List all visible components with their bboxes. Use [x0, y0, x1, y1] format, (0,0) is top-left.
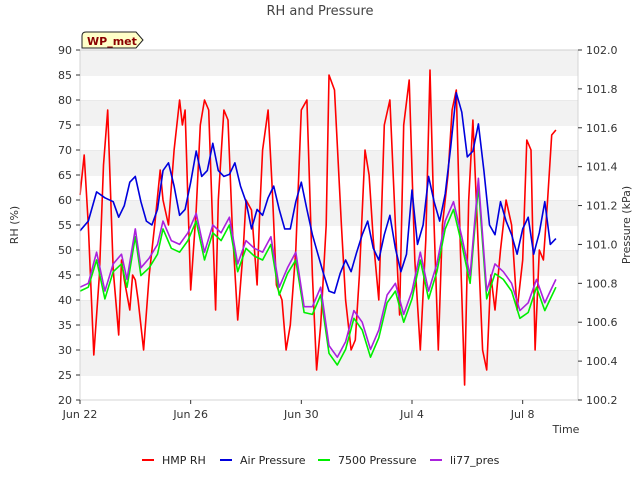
y-left-tick-label: 80 [58, 94, 72, 107]
series-lines [79, 69, 557, 386]
y-left-tick-label: 75 [58, 119, 72, 132]
legend-label: Air Pressure [240, 454, 306, 467]
axis-ticks: 20 25 30 35 40 45 50 55 60 65 70 75 80 85 90 100.2 100.4… [58, 44, 618, 421]
x-tick-label: Jun 26 [172, 408, 208, 421]
series-line-hmp-rh [79, 69, 557, 386]
grid-band [80, 50, 578, 75]
legend-label: HMP RH [162, 454, 206, 467]
grid-band [80, 150, 578, 175]
legend-label: li77_pres [450, 454, 500, 467]
y-left-tick-label: 55 [58, 219, 72, 232]
y-left-tick-label: 50 [58, 244, 72, 257]
y-right-tick-label: 100.6 [586, 316, 618, 329]
y-axis-right-label: Pressure (kPa) [620, 186, 633, 264]
chart-title: RH and Pressure [266, 4, 373, 19]
x-tick-label: Jun 22 [62, 408, 98, 421]
y-left-tick-label: 45 [58, 269, 72, 282]
grid-band [80, 125, 578, 150]
legend: HMP RH Air Pressure 7500 Pressure li77_pres [142, 454, 500, 467]
y-left-tick-label: 25 [58, 369, 72, 382]
y-left-tick-label: 35 [58, 319, 72, 332]
badge-label: WP_met [87, 35, 137, 48]
legend-label: 7500 Pressure [338, 454, 417, 467]
y-left-tick-label: 60 [58, 194, 72, 207]
y-right-tick-label: 101.2 [586, 200, 618, 213]
x-tick-label: Jul 8 [510, 408, 535, 421]
y-left-tick-label: 70 [58, 144, 72, 157]
x-tick-label: Jun 30 [283, 408, 319, 421]
grid-band [80, 300, 578, 325]
y-right-tick-label: 100.4 [586, 355, 618, 368]
x-axis-label: Time [552, 423, 580, 436]
y-left-tick-label: 90 [58, 44, 72, 57]
y-left-tick-label: 40 [58, 294, 72, 307]
grid-band [80, 275, 578, 300]
y-left-tick-label: 65 [58, 169, 72, 182]
grid-band [80, 175, 578, 200]
series-line-air-pressure [79, 92, 557, 294]
y-right-tick-label: 100.8 [586, 277, 618, 290]
grid-band [80, 375, 578, 400]
y-right-tick-label: 101.6 [586, 122, 618, 135]
y-right-tick-label: 101.4 [586, 161, 618, 174]
x-tick-label: Jul 4 [399, 408, 424, 421]
grid-band [80, 250, 578, 275]
y-right-tick-label: 100.2 [586, 394, 618, 407]
y-right-tick-label: 101.0 [586, 238, 618, 251]
y-left-tick-label: 20 [58, 394, 72, 407]
y-right-tick-label: 101.8 [586, 83, 618, 96]
y-left-tick-label: 85 [58, 69, 72, 82]
series-line-li77-pres [79, 177, 557, 359]
y-axis-left-label: RH (%) [8, 206, 21, 244]
y-left-tick-label: 30 [58, 344, 72, 357]
y-right-tick-label: 102.0 [586, 44, 618, 57]
badge-box [81, 31, 144, 49]
